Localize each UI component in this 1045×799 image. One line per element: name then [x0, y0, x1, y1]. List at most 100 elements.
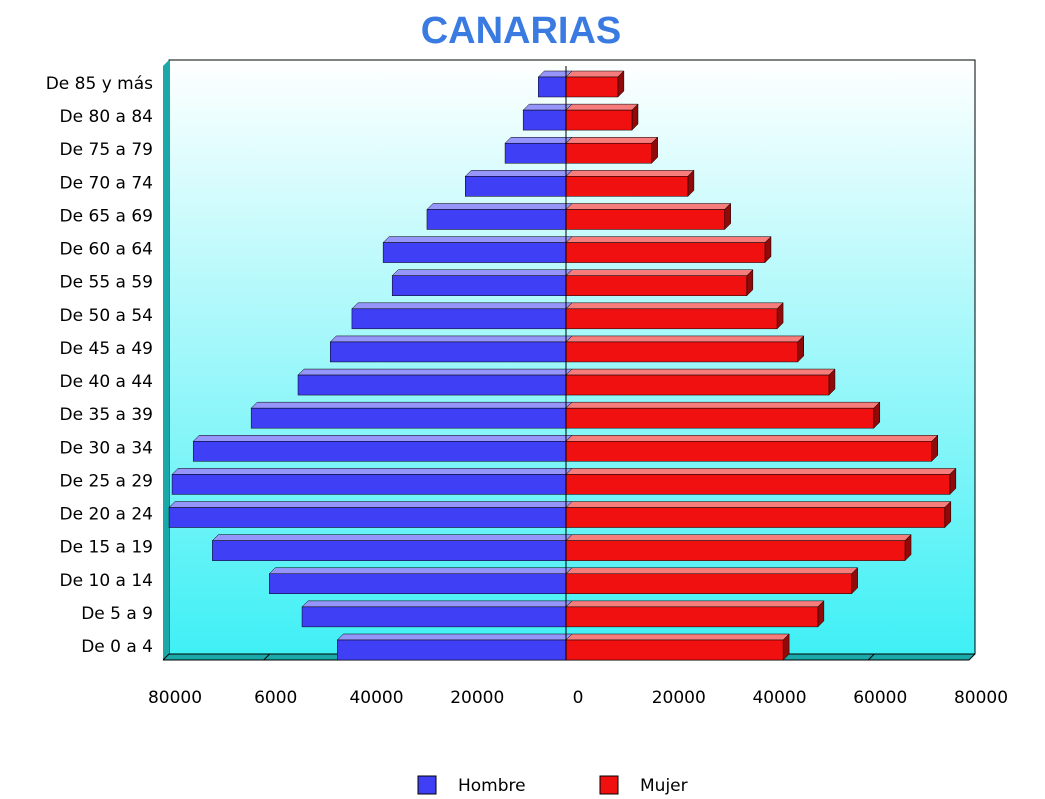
- bar: [301, 606, 567, 628]
- bar: [337, 639, 567, 661]
- bar-top: [565, 633, 790, 641]
- bar-top: [504, 136, 573, 144]
- bar: [565, 507, 946, 528]
- bar-top: [565, 468, 957, 475]
- bar-top: [522, 103, 573, 111]
- bar-top: [565, 335, 805, 343]
- x-tick-label: 60000: [853, 688, 907, 708]
- bar: [565, 275, 748, 296]
- x-tick: [263, 653, 271, 661]
- bar-top: [391, 269, 573, 276]
- bar-top: [565, 600, 825, 608]
- x-tick-label: 20000: [450, 688, 504, 708]
- y-tick-label: De 45 a 49: [60, 339, 153, 359]
- bar-top: [268, 567, 573, 575]
- bar: [565, 573, 852, 595]
- bar-top: [297, 368, 573, 376]
- y-tick-label: De 0 a 4: [81, 637, 153, 657]
- bar-top: [250, 401, 573, 409]
- bar-top: [426, 203, 573, 210]
- bar: [565, 242, 766, 263]
- bar: [565, 639, 784, 661]
- bar: [565, 474, 951, 495]
- bar-top: [565, 170, 695, 177]
- bar: [426, 209, 567, 230]
- bar-top: [336, 633, 573, 641]
- bar-top: [565, 368, 836, 376]
- x-tick: [162, 653, 170, 661]
- y-tick-label: De 25 a 29: [60, 471, 153, 491]
- bar: [538, 76, 567, 98]
- bar-top: [565, 501, 952, 508]
- bar: [171, 474, 567, 495]
- bar: [329, 341, 567, 363]
- y-tick-label: De 55 a 59: [60, 273, 153, 293]
- chart-title: CANARIAS: [421, 10, 622, 52]
- legend-swatch: [599, 775, 619, 795]
- bar-top: [168, 501, 573, 508]
- y-tick-label: De 40 a 44: [60, 372, 153, 392]
- bar: [465, 176, 567, 197]
- bar-top: [565, 269, 754, 276]
- bar-top: [211, 534, 573, 541]
- bar-top: [171, 468, 573, 475]
- bar: [565, 441, 932, 462]
- bar: [192, 441, 567, 462]
- y-tick-label: De 65 a 69: [60, 206, 153, 226]
- bar: [565, 540, 906, 561]
- bar: [504, 142, 567, 164]
- x-tick-label: 6000: [254, 688, 297, 708]
- bar-top: [565, 435, 939, 442]
- bar-top: [382, 236, 573, 243]
- bar: [565, 142, 652, 164]
- x-tick-label: 80000: [148, 688, 202, 708]
- bar: [168, 507, 567, 528]
- x-tick: [968, 653, 976, 661]
- x-tick-label: 80000: [954, 688, 1008, 708]
- bar-top: [301, 600, 573, 608]
- x-tick-label: 20000: [652, 688, 706, 708]
- y-tick-label: De 85 y más: [46, 74, 153, 94]
- y-tick-label: De 30 a 34: [60, 438, 153, 458]
- y-tick-label: De 80 a 84: [60, 107, 153, 127]
- bar-top: [565, 401, 881, 409]
- bar-top: [565, 302, 784, 310]
- bar-top: [565, 136, 659, 144]
- x-tick-label: 40000: [349, 688, 403, 708]
- y-tick-label: De 70 a 74: [60, 173, 153, 193]
- plot-wall: [163, 60, 169, 660]
- legend-label: Mujer: [640, 776, 688, 796]
- x-tick-label: 40000: [752, 688, 806, 708]
- bar-top: [565, 103, 639, 111]
- bar: [565, 308, 778, 330]
- x-tick: [867, 653, 875, 661]
- bar-top: [329, 335, 573, 343]
- bar: [565, 606, 819, 628]
- legend-label: Hombre: [458, 776, 526, 796]
- bar-top: [351, 302, 573, 310]
- y-tick-label: De 20 a 24: [60, 505, 153, 525]
- bar: [269, 573, 567, 595]
- bar: [250, 407, 567, 429]
- bar: [351, 308, 567, 330]
- bar: [565, 76, 619, 98]
- bar-top: [565, 203, 732, 210]
- bar: [565, 374, 830, 396]
- bar: [522, 109, 567, 131]
- bar: [565, 341, 798, 363]
- y-tick-label: De 10 a 14: [60, 571, 153, 591]
- bar-top: [464, 170, 573, 177]
- bar: [565, 407, 875, 429]
- bar-top: [565, 70, 625, 78]
- bar-top: [192, 435, 573, 442]
- bar-top: [565, 534, 912, 541]
- y-tick-label: De 35 a 39: [60, 405, 153, 425]
- bar: [565, 209, 725, 230]
- y-tick-label: De 75 a 79: [60, 140, 153, 160]
- bar: [391, 275, 567, 296]
- y-tick-label: De 50 a 54: [60, 306, 153, 326]
- bar: [565, 109, 633, 131]
- bar: [382, 242, 567, 263]
